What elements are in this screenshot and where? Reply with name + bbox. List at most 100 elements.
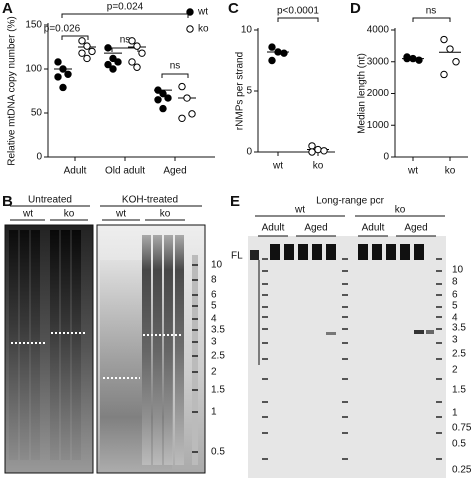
ladder-label: 0.75 [452, 423, 472, 434]
ladder-band [262, 416, 268, 418]
ladder-band [436, 416, 442, 418]
ladder-label: 10 [452, 265, 464, 276]
ladder-band [262, 342, 268, 344]
y-tick-label: 3000 [367, 56, 390, 67]
age-label: Adult [362, 223, 385, 234]
y-axis-label: Median length (nt) [357, 53, 368, 134]
ladder-label: 3 [211, 337, 217, 348]
lane-label: ko [64, 209, 75, 220]
data-point [109, 54, 117, 63]
legend-label: ko [198, 24, 209, 35]
band-label: FL [231, 251, 243, 262]
genotype-label: ko [395, 205, 406, 216]
data-point [280, 49, 288, 57]
ladder-band [342, 416, 348, 418]
ladder-label: 1.5 [211, 385, 225, 396]
ladder-band [342, 283, 348, 285]
ladder-label: 8 [211, 275, 217, 286]
data-point [154, 96, 162, 104]
ladder-band [436, 401, 442, 403]
ladder-band [262, 401, 268, 403]
ladder-label: 2 [211, 367, 217, 378]
significance-label: p=0.024 [107, 2, 144, 13]
y-tick-label: 0 [246, 147, 252, 158]
panel-letter: D [350, 0, 361, 17]
gel-b-lanes [9, 205, 202, 470]
ladder-band [192, 305, 198, 307]
x-tick-label: ko [445, 166, 456, 177]
ladder-band [342, 378, 348, 380]
ladder-band [262, 328, 268, 330]
y-tick-label: 100 [25, 64, 42, 75]
data-point [440, 35, 448, 44]
data-point [409, 54, 417, 63]
lane-label: wt [22, 209, 33, 220]
ladder-label: 1 [211, 407, 217, 418]
panel-letter: E [230, 193, 240, 210]
gel-pcr [248, 236, 446, 478]
lane-label: ko [160, 209, 171, 220]
ladder-band [342, 358, 348, 360]
legend-marker [186, 25, 194, 33]
ladder-label: 2.5 [452, 349, 466, 360]
data-point [54, 58, 62, 66]
ladder-label: 3.5 [452, 323, 466, 334]
data-point [164, 94, 172, 102]
ladder-label: 8 [452, 277, 458, 288]
ladder-band [192, 371, 198, 373]
ladder-label: 1.5 [452, 385, 466, 396]
significance-bracket [61, 13, 189, 18]
ladder-band [342, 432, 348, 434]
y-tick-label: 0 [383, 152, 389, 163]
x-tick-label: wt [272, 161, 283, 172]
ladder-label: 3 [452, 335, 458, 346]
ladder-band [342, 258, 348, 260]
data-point [128, 58, 136, 66]
data-point [452, 58, 460, 66]
ladder-band [436, 328, 442, 330]
ladder-label: 4 [452, 313, 458, 324]
data-point [128, 37, 136, 45]
ladder-label: 2.5 [211, 351, 225, 362]
ladder-band [192, 341, 198, 343]
ladder-band [436, 316, 442, 318]
ladder-label: 0.25 [452, 465, 472, 476]
significance-bracket [277, 17, 319, 22]
ladder-band [436, 270, 442, 272]
ladder-band [436, 306, 442, 308]
significance-label: ns [426, 6, 437, 17]
panel-letter: B [2, 193, 13, 210]
ladder-band [192, 329, 198, 331]
significance-label: p=0.026 [44, 24, 81, 35]
ladder-band [436, 378, 442, 380]
significance-bracket [161, 73, 189, 78]
gel-header: KOH-treated [122, 195, 178, 206]
genotype-label: wt [294, 205, 305, 216]
data-point [440, 70, 448, 79]
x-tick-label: Aged [163, 166, 186, 177]
gel-title: Long-range pcr [316, 196, 384, 207]
data-point [78, 49, 86, 57]
data-point [403, 54, 411, 63]
data-point [133, 42, 141, 50]
ladder-band [342, 401, 348, 403]
ladder-band [262, 283, 268, 285]
ladder-band [262, 458, 268, 460]
ladder-band [192, 355, 198, 357]
ladder-band [342, 316, 348, 318]
ladder-band [342, 328, 348, 330]
data-point [188, 110, 196, 118]
data-point [320, 147, 328, 155]
ladder-band [262, 306, 268, 308]
significance-bracket [111, 47, 139, 52]
gel-e-lanes [250, 215, 445, 365]
ladder-label: 6 [211, 290, 217, 301]
age-label: Aged [404, 223, 427, 234]
x-tick-label: wt [407, 166, 418, 177]
ladder-band [342, 458, 348, 460]
ladder-band [262, 270, 268, 272]
x-tick-label: ko [313, 161, 324, 172]
age-label: Aged [304, 223, 327, 234]
data-point [268, 56, 276, 65]
y-tick-label: 5 [246, 86, 252, 97]
